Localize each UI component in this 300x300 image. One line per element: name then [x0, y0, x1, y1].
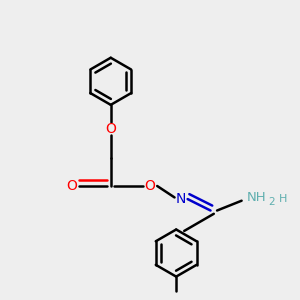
Text: H: H	[279, 194, 288, 204]
Text: N: N	[176, 192, 186, 206]
Text: NH: NH	[247, 191, 266, 204]
Text: O: O	[145, 179, 155, 193]
Text: 2: 2	[268, 197, 274, 207]
Text: O: O	[105, 122, 116, 136]
Text: O: O	[66, 179, 77, 193]
